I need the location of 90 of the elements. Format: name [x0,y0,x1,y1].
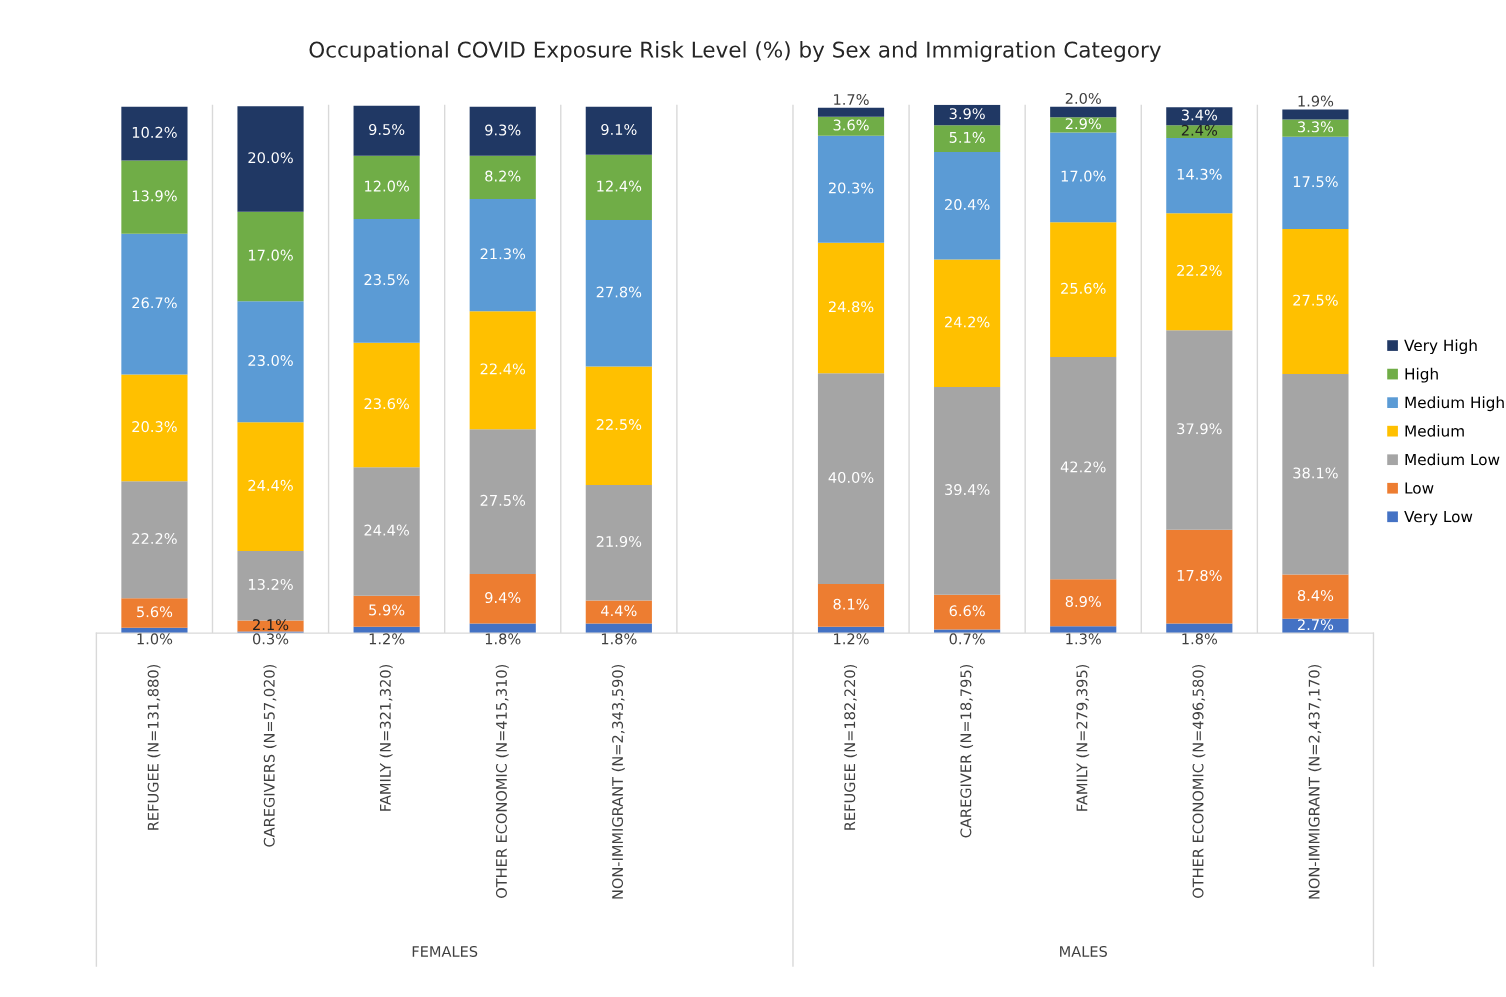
data-label: 20.3% [132,421,177,433]
data-label: 42.2% [1060,461,1106,473]
data-label: 2.7% [1297,619,1334,631]
data-label: 14.3% [1177,168,1222,180]
data-label: 0.3% [252,633,289,645]
data-label: 39.4% [945,484,990,496]
data-label: 20.3% [828,182,874,194]
data-label: 24.4% [248,479,293,491]
data-label: 24.4% [364,524,409,536]
data-label: 2.1% [253,619,289,631]
data-label: 17.8% [1177,569,1222,581]
data-label: 9.3% [485,124,521,136]
data-label: 6.6% [949,605,985,617]
data-label: 5.1% [949,131,985,143]
x-tick-label: OTHER ECONOMIC (N=496,580) [1192,664,1206,898]
data-label: 3.9% [949,108,985,120]
data-label: 1.2% [369,633,405,645]
data-label: 17.0% [248,249,293,261]
data-label: 1.2% [834,633,869,645]
data-label: 37.9% [1177,423,1222,435]
data-label: 24.2% [945,316,990,328]
data-label: 24.8% [828,301,874,313]
data-label: 10.2% [132,126,177,138]
data-label: 12.0% [365,180,409,192]
data-label: 2.9% [1065,118,1101,130]
data-label: 3.3% [1298,121,1334,133]
data-label: 9.5% [369,123,405,135]
text: FEMALES [412,945,478,958]
data-label: 5.6% [137,606,173,618]
data-label: 8.4% [1297,589,1334,601]
x-tick-label: CAREGIVER (N=18,795) [960,664,974,838]
text: MALES [1060,945,1107,958]
data-label: 12.4% [597,180,642,192]
data-label: 1.3% [1066,633,1101,645]
data-label: 20.0% [248,152,293,164]
x-tick-label: NON-IMMIGRANT (N=2,437,170) [1308,664,1322,899]
data-label: 1.0% [137,633,173,645]
data-label: 23.6% [364,398,409,410]
data-label: 23.0% [248,354,293,367]
data-label: 3.6% [833,119,869,131]
data-label: 1.7% [834,93,869,106]
legend-label: High [1405,367,1438,383]
data-label: 0.7% [949,633,985,645]
data-label: 8.1% [833,598,869,610]
data-label: 5.9% [369,604,405,616]
data-label: 21.9% [596,535,642,547]
data-label: 1.9% [1298,95,1334,107]
chart-title: Occupational COVID Exposure Risk Level (%) by Sex and Immigration Category [309,41,1161,62]
x-tick-label: REFUGEE (N=182,220) [843,664,857,830]
legend-label: Very Low [1404,510,1473,526]
data-label: 20.4% [945,199,990,211]
x-tick-label: FAMILY (N=321,320) [379,664,393,811]
data-label: 22.4% [480,363,526,375]
data-label: 27.5% [1293,294,1338,306]
data-label: 22.2% [1177,264,1222,276]
data-label: 13.2% [248,578,293,590]
data-label: 22.5% [596,418,642,431]
data-label: 9.4% [485,592,521,604]
data-label: 13.9% [132,190,177,202]
legend-label: Medium [1405,424,1464,437]
x-tick-label: OTHER ECONOMIC (N=415,310) [495,664,509,898]
x-tick-label: FAMILY (N=279,395) [1076,664,1090,811]
data-label: 25.6% [1061,282,1106,294]
x-tick-label: NON-IMMIGRANT (N=2,343,590) [611,664,625,899]
legend-label: Low [1405,482,1434,494]
data-label: 27.5% [480,494,526,506]
data-label: 8.9% [1065,596,1101,608]
data-label: 17.0% [1061,170,1106,182]
x-tick-label: REFUGEE (N=131,880) [147,664,161,830]
data-label: 23.5% [364,274,409,286]
data-label: 3.4% [1181,109,1218,121]
data-label: 26.7% [132,297,177,309]
data-label: 8.2% [485,170,521,182]
data-label: 17.5% [1293,176,1338,188]
legend-label: Medium Low [1405,453,1500,466]
legend-label: Very High [1404,339,1477,355]
data-label: 2.0% [1065,92,1101,104]
data-label: 9.1% [601,123,637,135]
data-label: 40.0% [828,471,874,483]
data-label: 1.8% [1182,633,1218,645]
x-tick-label: CAREGIVERS (N=57,020) [263,664,277,847]
data-label: 2.4% [1181,124,1218,136]
data-label: 22.2% [132,533,177,545]
data-label: 1.8% [601,633,637,645]
data-label: 38.1% [1293,467,1338,479]
legend-label: Medium High [1405,396,1504,412]
data-label: 21.3% [480,248,526,260]
data-label: 4.4% [601,605,637,617]
data-label: 27.8% [596,286,642,298]
data-label: 1.8% [485,633,521,645]
